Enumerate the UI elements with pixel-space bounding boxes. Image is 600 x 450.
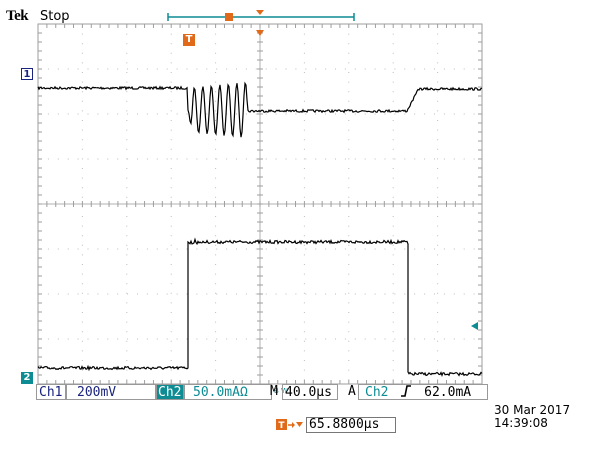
rising-edge-icon xyxy=(401,385,412,397)
timebase-value[interactable]: 40.0µs xyxy=(282,384,338,400)
ch2-marker[interactable]: 2 xyxy=(21,372,33,384)
trigger-point-arrow xyxy=(256,30,264,36)
trigger-level: 62.0mA xyxy=(424,385,472,400)
trigger-position-icon: T xyxy=(276,419,303,431)
ch1-marker[interactable]: 1 xyxy=(21,68,33,80)
date: 30 Mar 2017 xyxy=(494,403,571,417)
trigger-mode: A xyxy=(348,384,356,399)
ch2-trace xyxy=(37,237,483,377)
trigger-marker-icon: T xyxy=(183,34,195,46)
ch2-scale[interactable]: 50.0mAΩ xyxy=(184,384,272,400)
status-bar: Ch1 200mV B W Ch2 50.0mAΩ B W M 40.0µs A… xyxy=(36,384,488,400)
record-length-bar xyxy=(167,10,355,21)
ch2-label[interactable]: Ch2 xyxy=(156,384,184,400)
svg-text:T: T xyxy=(278,421,285,431)
ch2-bandwidth-limit-icon: B W xyxy=(274,387,288,395)
ch1-scale[interactable]: 200mV xyxy=(66,384,156,400)
time: 14:39:08 xyxy=(494,416,548,430)
trigger-settings[interactable]: Ch2 62.0mA xyxy=(358,384,488,400)
trigger-source: Ch2 xyxy=(365,385,389,400)
graticule xyxy=(37,23,483,385)
timestamp: 30 Mar 2017 14:39:08 xyxy=(494,404,570,430)
ch1-trace xyxy=(37,81,483,138)
trigger-position-value[interactable]: 65.8800µs xyxy=(306,417,396,433)
brand-logo: Tek xyxy=(6,8,29,24)
ch1-label[interactable]: Ch1 xyxy=(36,384,66,400)
record-trigger-marker xyxy=(225,13,233,21)
timebase-prefix: M xyxy=(270,384,278,399)
acquisition-state: Stop xyxy=(40,9,70,24)
trigger-level-arrow xyxy=(471,322,478,330)
trigger-position-arrow xyxy=(256,10,264,15)
